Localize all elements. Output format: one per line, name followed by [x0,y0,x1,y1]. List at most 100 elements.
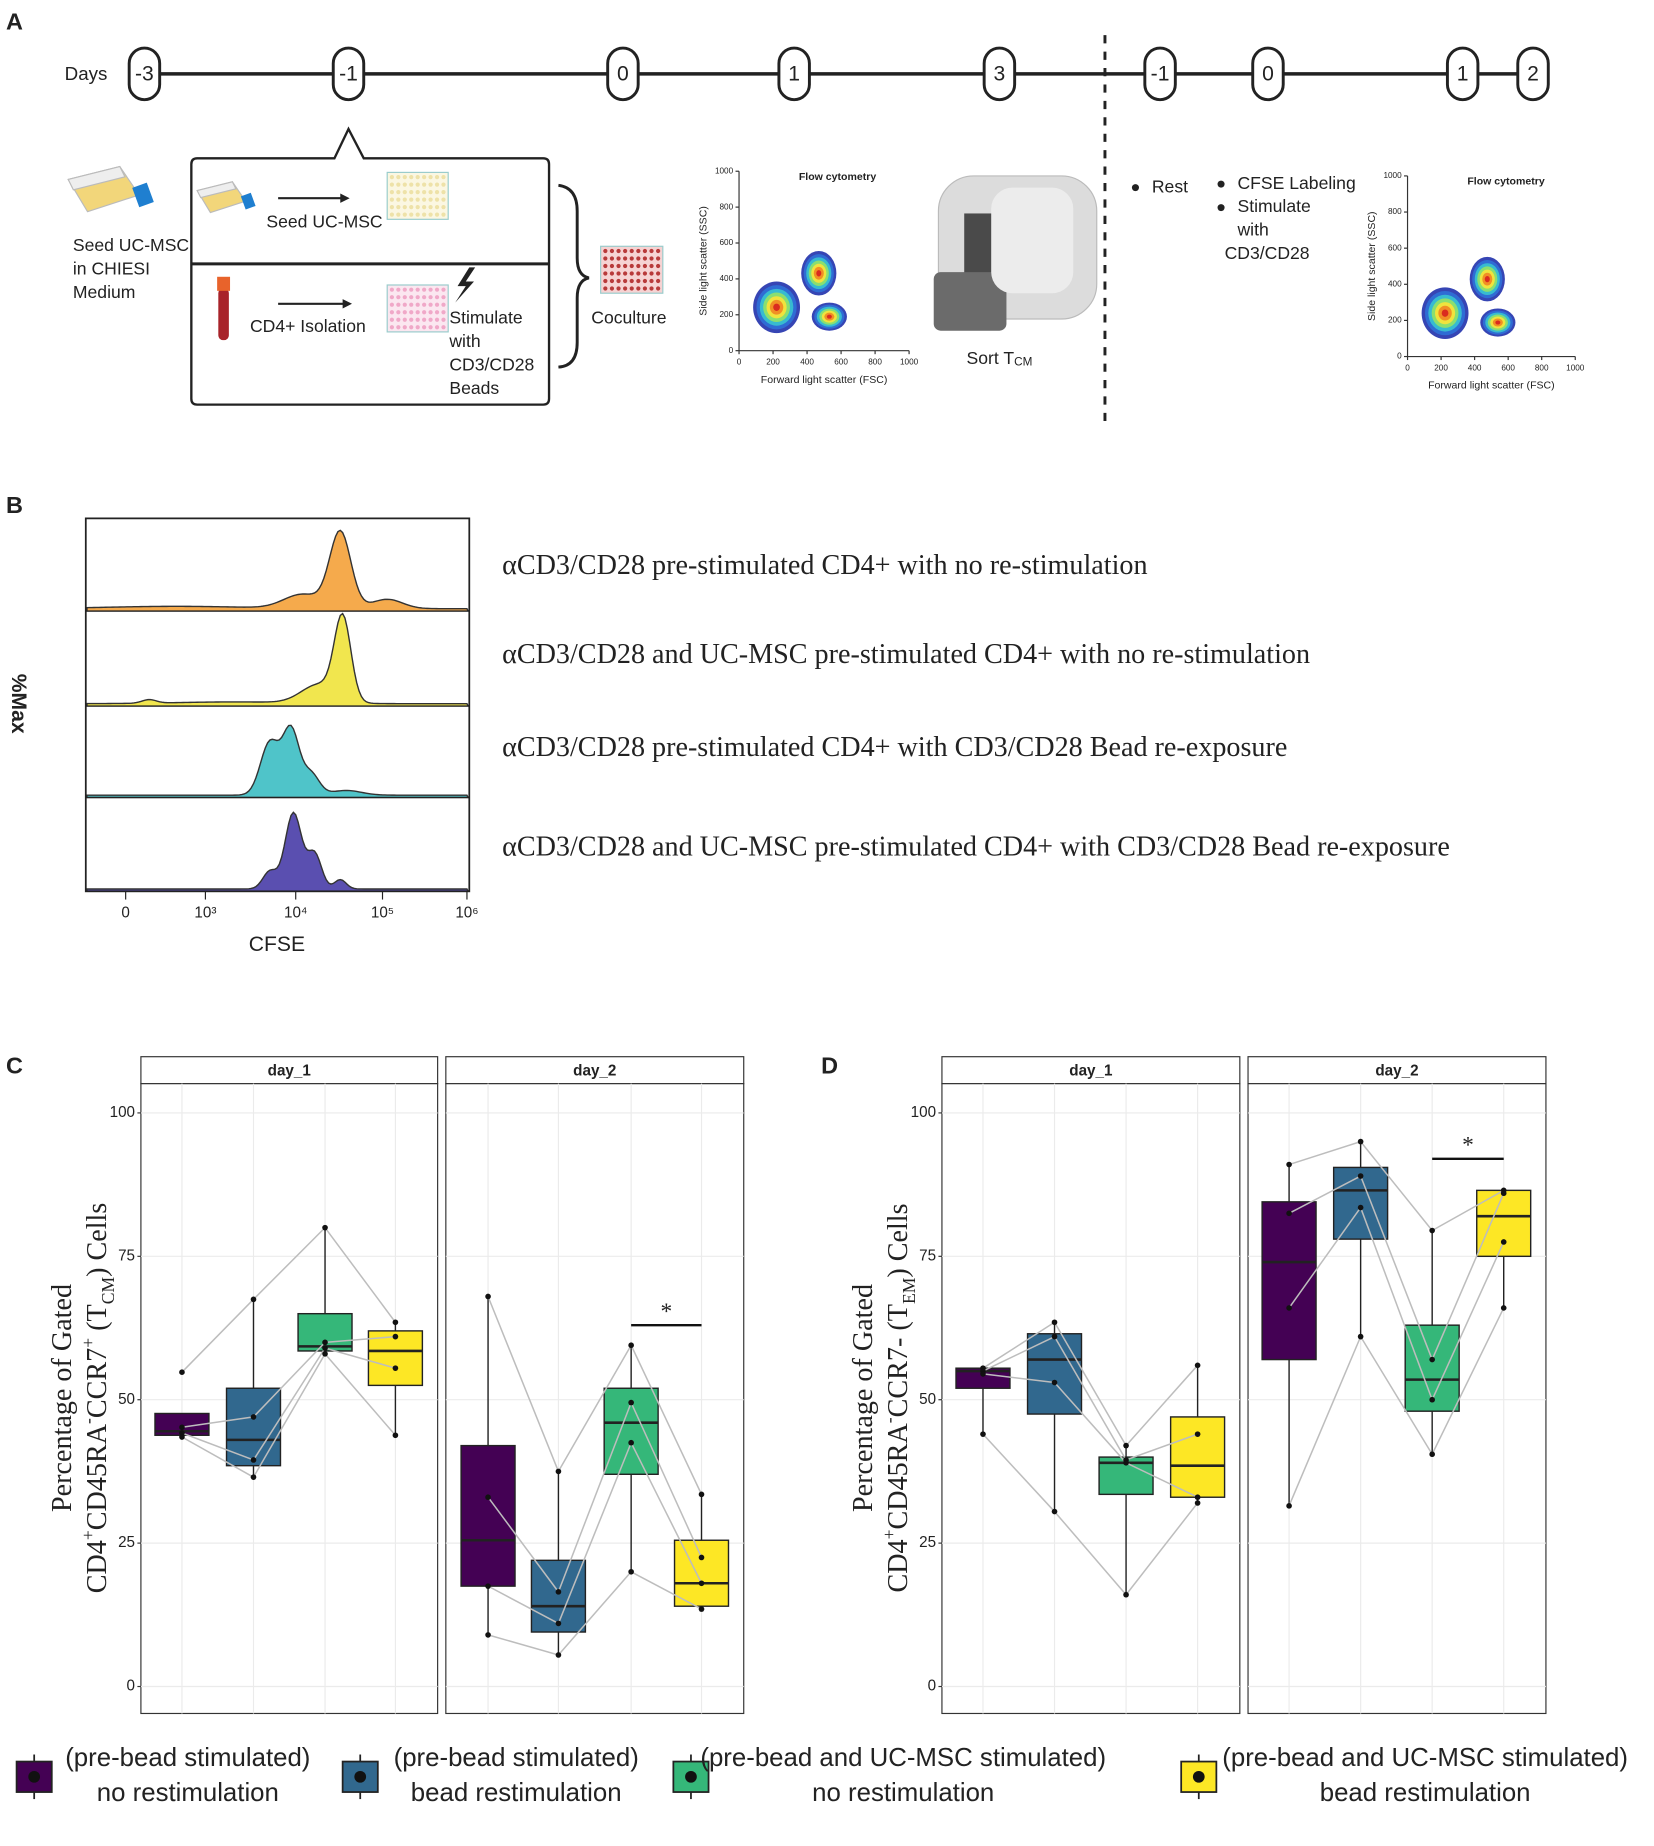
well [656,263,661,269]
well [396,287,401,292]
well [389,302,394,307]
well [428,287,433,292]
point [1051,1379,1058,1386]
y-tick-label: 800 [1388,207,1402,216]
legend-label: (pre-bead stimulated) [65,1744,310,1772]
label-part: CCR7- (T [883,1304,914,1417]
point [179,1369,185,1376]
well [415,205,420,210]
facet-label: day_2 [573,1062,616,1079]
well [409,310,414,315]
facet-label: day_2 [1375,1062,1418,1079]
well [422,189,427,195]
well [441,325,446,330]
well [434,310,440,315]
well [389,189,394,195]
well [428,310,433,315]
well [642,263,648,269]
well [434,189,440,195]
point [1194,1431,1201,1437]
well [636,263,641,269]
histogram [86,724,470,799]
x-tick-label: 600 [1501,363,1515,372]
point [555,1468,562,1475]
well [441,205,446,210]
well [441,189,446,195]
well [389,212,394,217]
well [609,286,615,291]
days-label: Days [65,63,108,84]
box [460,1444,516,1587]
well [649,248,654,254]
point [1357,1138,1364,1145]
well [389,295,394,300]
point [698,1606,705,1612]
well [428,302,433,307]
well [434,205,440,210]
point [1286,1210,1292,1217]
donor-line [982,1335,1055,1372]
bullet [1217,180,1225,188]
density-blob [816,270,822,277]
point [1500,1239,1507,1245]
day-label: 0 [1262,63,1274,86]
well [389,182,394,187]
well [441,182,446,187]
well [396,302,401,307]
label-part: CM [98,1277,118,1305]
donor-line [1288,1207,1362,1309]
y-tick-label: 100 [911,1104,936,1121]
well [422,174,427,180]
donor-line [1288,1140,1361,1166]
point [485,1494,491,1501]
well [629,286,634,291]
x-tick-label: 10⁴ [284,905,307,922]
donor-line [181,1416,254,1429]
well [396,310,401,315]
day-label: 1 [1457,63,1469,86]
y-tick-label: 1000 [715,166,734,175]
density-blob [1484,275,1490,283]
well [402,205,407,210]
well [409,212,414,217]
day-label: 0 [617,63,629,86]
point [555,1652,562,1658]
donor-line [982,1433,1056,1513]
donor-line [181,1298,255,1373]
well [428,189,433,195]
label-part: - [78,1418,98,1424]
point [485,1293,491,1300]
x-axis-label: CFSE [249,933,305,956]
point [250,1414,257,1420]
y-tick-label: 50 [919,1391,936,1408]
histogram [86,529,470,612]
well [422,212,427,217]
point [1429,1356,1435,1363]
legend-label: no restimulation [97,1779,279,1807]
well [409,197,414,202]
point [1194,1500,1201,1506]
donor-line [324,1353,396,1436]
sorter-base [933,272,1007,331]
well [642,248,648,254]
brace [558,183,590,369]
point [628,1399,634,1406]
day-pill [1516,46,1550,102]
day-label: -1 [339,63,358,86]
label-part: + [879,1529,899,1539]
donor-line [1125,1433,1198,1461]
point [250,1457,257,1463]
stimulate-text: Beads [449,378,499,398]
well [616,271,621,276]
donor-line [557,1442,632,1624]
point [980,1371,986,1377]
well [402,295,407,300]
day-label: 3 [994,63,1006,86]
stimulate-text: CD3/CD28 [1225,243,1310,263]
well [396,212,401,217]
protocol-box [190,126,551,406]
x-axis-label: Forward light scatter (FSC) [1428,380,1555,392]
well [415,189,420,195]
point [250,1296,257,1303]
well [603,278,608,284]
